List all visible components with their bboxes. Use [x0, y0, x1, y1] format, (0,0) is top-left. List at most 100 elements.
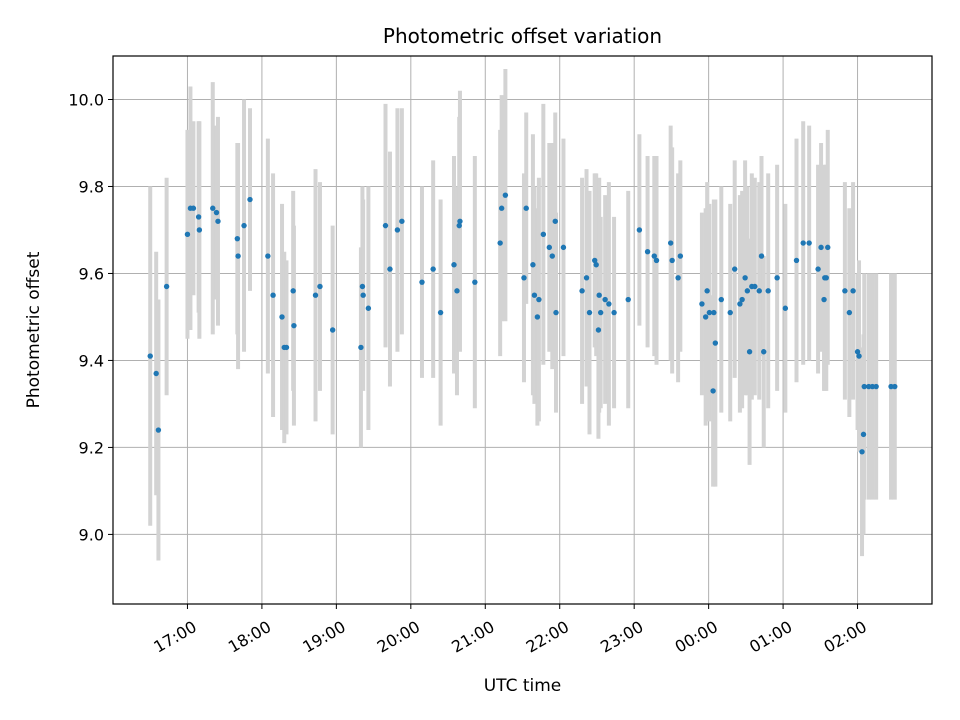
data-point [454, 288, 460, 294]
data-point [317, 283, 323, 290]
data-point [892, 383, 898, 390]
data-point [739, 296, 745, 303]
data-point [163, 283, 170, 290]
data-point [866, 383, 872, 390]
data-point [241, 222, 247, 229]
data-point [247, 196, 253, 203]
data-point [782, 305, 789, 311]
data-point [329, 327, 336, 333]
y-tick-label: 10.0 [68, 90, 104, 109]
data-point [552, 218, 558, 224]
data-point [498, 205, 505, 211]
data-point [727, 309, 733, 316]
data-point [419, 279, 425, 285]
y-tick-label: 9.8 [79, 177, 104, 196]
y-axis: 9.0 9.2 9.4 9.6 9.8 10.0 [68, 90, 113, 544]
data-point [806, 240, 812, 246]
data-point [712, 340, 719, 346]
data-point [291, 322, 297, 329]
data-point [793, 257, 800, 264]
data-point [394, 227, 401, 233]
data-point [195, 214, 202, 220]
data-point [669, 257, 675, 264]
data-point [699, 301, 705, 307]
data-point [586, 309, 593, 316]
data-point [531, 292, 538, 298]
plot-frame [112, 55, 933, 605]
data-point [718, 296, 724, 303]
data-point [536, 296, 542, 303]
data-point [860, 431, 867, 438]
data-point [856, 353, 862, 359]
data-point [842, 288, 848, 294]
data-point [737, 301, 743, 307]
data-point [497, 240, 503, 246]
data-point [546, 244, 553, 251]
data-point [451, 262, 457, 268]
data-point [279, 314, 285, 320]
data-point [595, 327, 602, 333]
y-tick-label: 9.6 [79, 264, 104, 283]
data-point [530, 262, 536, 268]
data-point [155, 427, 162, 433]
data-point [457, 218, 463, 224]
data-point [710, 388, 716, 394]
data-point [270, 292, 276, 298]
data-point [597, 309, 604, 316]
data-point [430, 266, 436, 272]
data-point [596, 292, 602, 298]
data-point [869, 383, 876, 390]
data-point [283, 344, 290, 351]
chart-title: Photometric offset variation [383, 24, 662, 48]
data-point [761, 349, 767, 355]
data-point [606, 301, 612, 307]
data-point [667, 240, 674, 246]
data-point [821, 296, 827, 303]
data-point [593, 262, 599, 268]
data-point [854, 349, 861, 355]
data-point [675, 275, 681, 281]
data-points [147, 192, 898, 455]
y-tick-label: 9.4 [79, 351, 104, 370]
data-point [873, 383, 879, 390]
data-point [758, 253, 765, 259]
y-tick-label: 9.2 [79, 438, 104, 457]
data-point [823, 275, 829, 281]
data-point [521, 275, 527, 281]
data-point [800, 240, 806, 246]
data-point [746, 349, 753, 355]
data-point [184, 231, 191, 238]
data-point [756, 288, 762, 294]
data-point [752, 283, 758, 290]
data-point [888, 383, 894, 390]
data-point [290, 288, 296, 294]
data-point [818, 244, 824, 251]
data-point [312, 292, 319, 298]
data-point [399, 218, 405, 224]
data-point [235, 253, 241, 259]
data-point [549, 253, 555, 259]
data-point [153, 370, 159, 377]
data-point [653, 257, 660, 264]
data-point [602, 296, 608, 303]
data-point [387, 266, 393, 272]
data-point [437, 309, 444, 316]
data-point [611, 309, 617, 316]
data-point [234, 235, 241, 242]
data-point [196, 227, 203, 233]
data-point [215, 218, 221, 224]
data-point [704, 288, 710, 294]
data-point [360, 292, 366, 298]
data-point [744, 288, 751, 294]
data-point [592, 257, 598, 264]
data-point [213, 209, 220, 216]
x-axis-title: UTC time [484, 676, 562, 696]
y-axis-title: Photometric offset [24, 251, 44, 408]
data-point [765, 288, 771, 294]
data-point [472, 279, 478, 285]
data-point [210, 205, 216, 211]
data-point [702, 314, 709, 320]
data-point [502, 192, 509, 198]
data-point [382, 222, 389, 229]
data-point [579, 288, 585, 294]
